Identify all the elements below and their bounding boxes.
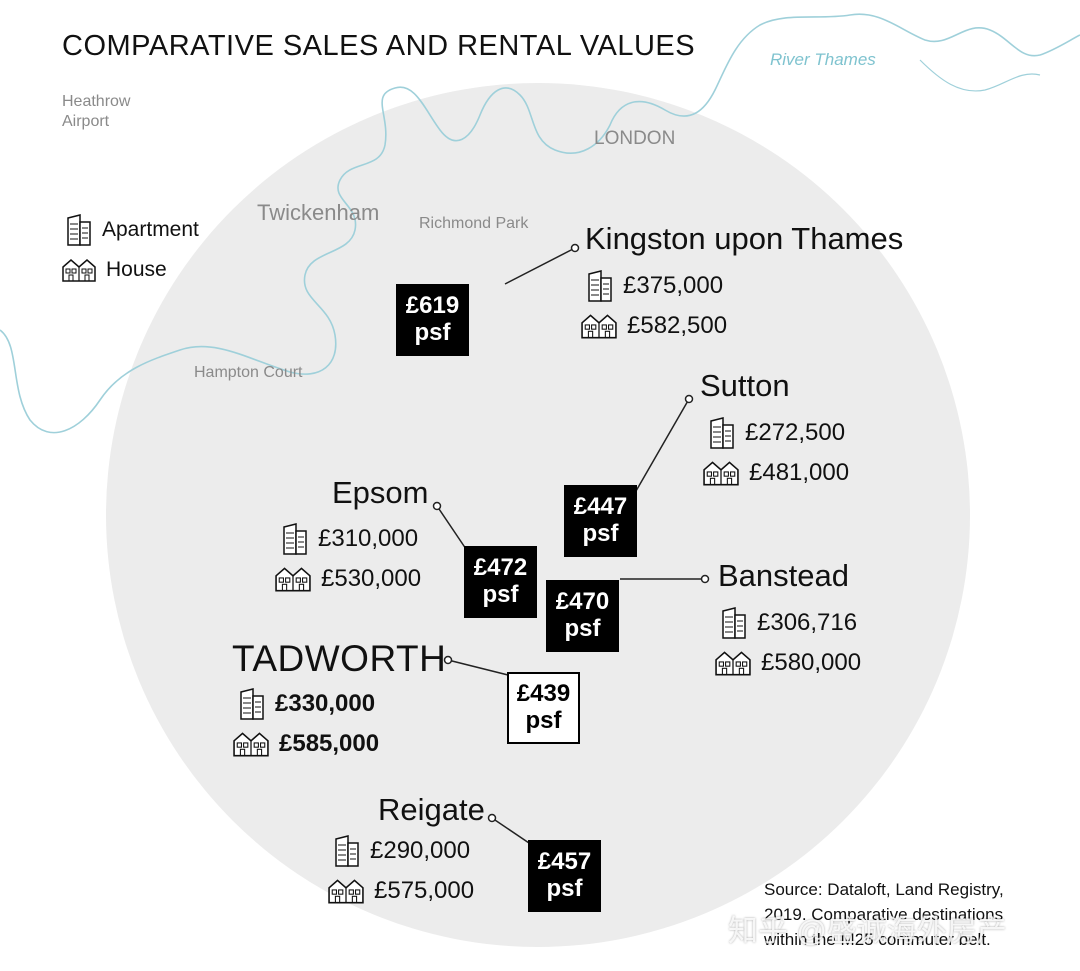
reigate-psf-unit: psf [546,875,583,902]
epsom-house-value: £530,000 [321,565,422,592]
apartment-icon [66,214,92,246]
epsom-dot [432,501,442,511]
tadworth-psf-unit: psf [525,707,562,734]
banstead-name: Banstead [718,558,849,593]
banstead-house-value: £580,000 [761,649,862,676]
banstead-psf-value: £470 [555,588,610,615]
river-label: River Thames [770,50,876,69]
place-hampton-court: Hampton Court [194,364,303,381]
legend-apartment-label: Apartment [102,218,199,241]
sutton-psf-unit: psf [582,520,619,547]
apartment-icon [239,686,265,722]
tadworth-apartment-row: £330,000 [239,686,375,722]
sutton-house-row: £481,000 [703,459,849,487]
reigate-name: Reigate [378,792,485,827]
tadworth-name: TADWORTH [232,638,447,679]
apartment-icon [282,521,308,557]
m25-circle [106,83,970,947]
source-line-1: Source: Dataloft, Land Registry, [764,880,1004,899]
source-line-3: within the M25 commuter belt. [764,930,991,949]
sutton-dot [684,394,694,404]
page-title: COMPARATIVE SALES AND RENTAL VALUES [62,30,696,62]
kingston-psf-unit: psf [414,319,451,346]
epsom-apartment-row: £310,000 [282,521,418,557]
house-icon [715,650,751,676]
place-heathrow-line2: Airport [62,113,110,130]
place-twickenham: Twickenham [257,200,380,225]
kingston-name: Kingston upon Thames [585,221,904,256]
banstead-apartment-row: £306,716 [721,605,857,641]
banstead-house-row: £580,000 [715,649,861,677]
reigate-psf-box: £457 psf [528,840,601,912]
apartment-icon [709,415,735,451]
tadworth-psf-box: £439 psf [507,672,580,744]
sutton-connector [631,398,690,499]
place-richmond-park: Richmond Park [419,215,529,232]
place-heathrow-line1: Heathrow [62,93,131,110]
banstead-psf-unit: psf [564,615,601,642]
house-icon [62,258,96,282]
kingston-connector [504,247,576,285]
reigate-connector [491,817,530,844]
source-line-2: 2019. Comparative destinations [764,905,1004,924]
reigate-house-value: £575,000 [374,877,475,904]
house-icon [328,878,364,904]
legend-apartment: Apartment [66,214,199,246]
apartment-icon [721,605,747,641]
tadworth-apartment-value: £330,000 [275,690,376,717]
reigate-dot [487,813,497,823]
river-thames-bank [919,59,1041,92]
kingston-house-row: £582,500 [581,312,727,340]
epsom-connector [436,505,467,550]
tadworth-house-value: £585,000 [279,730,380,757]
reigate-house-row: £575,000 [328,877,474,905]
epsom-psf-value: £472 [473,554,528,581]
reigate-apartment-value: £290,000 [370,837,471,864]
source-note: Source: Dataloft, Land Registry, 2019. C… [764,877,1004,952]
sutton-apartment-value: £272,500 [745,419,846,446]
kingston-psf-box: £619 psf [396,284,469,356]
sutton-psf-box: £447 psf [564,485,637,557]
legend-house: House [62,258,167,282]
apartment-icon [334,833,360,869]
banstead-dot [700,574,710,584]
epsom-house-row: £530,000 [275,565,421,593]
river-thames-path [0,13,1080,434]
kingston-house-value: £582,500 [627,312,728,339]
reigate-psf-value: £457 [537,848,592,875]
epsom-apartment-value: £310,000 [318,525,419,552]
house-icon [581,313,617,339]
kingston-dot [570,243,580,253]
epsom-name: Epsom [332,475,429,510]
banstead-psf-box: £470 psf [546,580,619,652]
tadworth-dot [443,655,453,665]
reigate-apartment-row: £290,000 [334,833,470,869]
house-icon [703,460,739,486]
house-icon [233,731,269,757]
sutton-apartment-row: £272,500 [709,415,845,451]
house-icon [275,566,311,592]
sutton-house-value: £481,000 [749,459,850,486]
apartment-icon [587,268,613,304]
tadworth-psf-value: £439 [516,680,571,707]
epsom-psf-box: £472 psf [464,546,537,618]
watermark: 知乎 @盛诚海外房产 [728,915,1007,948]
kingston-apartment-value: £375,000 [623,272,724,299]
legend-house-label: House [106,258,167,281]
tadworth-house-row: £585,000 [233,730,379,758]
sutton-psf-value: £447 [573,493,628,520]
sutton-name: Sutton [700,368,790,403]
place-london: LONDON [594,128,676,149]
kingston-psf-value: £619 [405,292,460,319]
kingston-apartment-row: £375,000 [587,268,723,304]
banstead-apartment-value: £306,716 [757,609,858,636]
tadworth-connector [447,659,509,676]
epsom-psf-unit: psf [482,581,519,608]
